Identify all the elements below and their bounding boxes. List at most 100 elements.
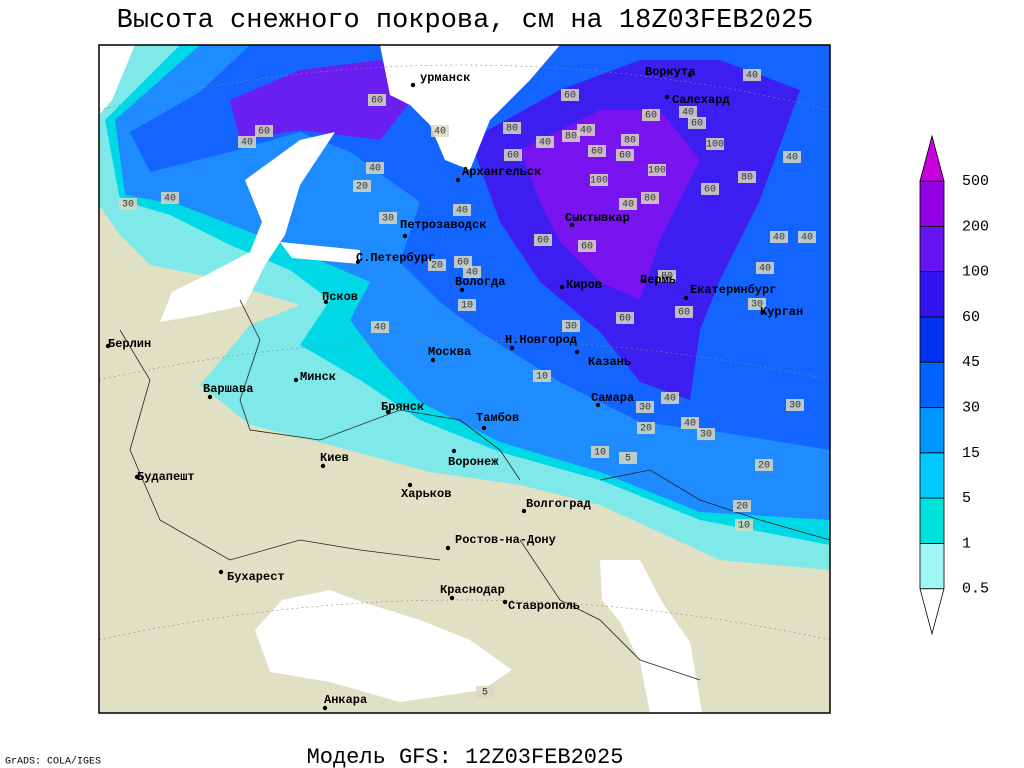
contour-label: 40 (746, 71, 758, 82)
sea (380, 45, 560, 170)
contour-label: 60 (619, 314, 631, 325)
contour-label: 10 (594, 448, 606, 459)
model-label: Модель GFS: 12Z03FEB2025 (307, 745, 624, 768)
contour-label: 40 (622, 200, 634, 211)
city-dot (385, 409, 391, 415)
contour-label: 20 (431, 261, 443, 272)
legend-label: 100 (962, 264, 989, 281)
city-dot (683, 295, 689, 301)
city-dot (521, 508, 527, 514)
contour-label: 40 (786, 153, 798, 164)
contour-label-bg (641, 192, 659, 204)
contour-label-bg (675, 306, 693, 318)
contour-label-bg (353, 180, 371, 192)
city-dot (218, 569, 224, 575)
contour-label: 60 (691, 119, 703, 130)
contour-label-bg (561, 89, 579, 101)
contour-label-bg (661, 392, 679, 404)
contour-label-bg (504, 149, 522, 161)
contour-label-bg (453, 204, 471, 216)
borders (119, 299, 830, 681)
contour-label-bg (371, 321, 389, 333)
contour-label-bg (428, 259, 446, 271)
contour-label: 60 (591, 147, 603, 158)
contour-label: 20 (758, 461, 770, 472)
contour-label: 60 (619, 151, 631, 162)
map-frame (98, 44, 831, 714)
contour-label: 30 (382, 214, 394, 225)
contour-label-bg (619, 452, 637, 464)
city-dot (402, 233, 408, 239)
border-line (239, 299, 521, 481)
city-dot (502, 599, 508, 605)
city-label: Вологда (455, 275, 505, 289)
contour-label: 100 (706, 140, 724, 151)
contour-label-bg (679, 106, 697, 118)
contour-label-bg (770, 231, 788, 243)
city-label: Минск (300, 370, 336, 384)
legend-label: 45 (962, 354, 980, 371)
contour-label-bg (701, 183, 719, 195)
legend-label: 1 (962, 535, 971, 552)
contour-label: 40 (374, 323, 386, 334)
contour-label: 60 (581, 242, 593, 253)
contour-label-bg (476, 686, 494, 698)
contour-label: 100 (590, 176, 608, 187)
contour-label: 60 (258, 127, 270, 138)
contour-label-bg (379, 212, 397, 224)
city-dot (760, 309, 766, 315)
contour-label-bg (681, 417, 699, 429)
city-label: Анкара (324, 693, 367, 707)
legend-swatch (919, 361, 945, 408)
city-dot (323, 299, 329, 305)
city-label: Салехард (672, 93, 730, 107)
contour-label-bg (616, 149, 634, 161)
contour-label-bg (119, 198, 137, 210)
legend-label: 0.5 (962, 581, 989, 598)
city-dot (293, 377, 299, 383)
legend-swatch (919, 316, 945, 363)
contour-label: 30 (751, 300, 763, 311)
contour-label-bg (577, 124, 595, 136)
legend-swatch (919, 543, 945, 590)
legend-swatch (919, 271, 945, 318)
city-label: Екатеринбург (690, 282, 776, 297)
contour-label: 40 (773, 233, 785, 244)
city-dot (687, 72, 693, 78)
contour-label-bg (637, 422, 655, 434)
graticule-line (99, 339, 830, 381)
graticule (99, 64, 830, 641)
contour-label-bg (368, 94, 386, 106)
legend-arrow (919, 134, 945, 182)
city-label: Москва (428, 345, 471, 359)
city-label: Петрозаводск (400, 218, 486, 232)
city-label: Псков (322, 290, 358, 304)
contour-label: 30 (122, 200, 134, 211)
city-dot (134, 474, 140, 480)
contour-label: 60 (457, 258, 469, 269)
contour-label-bg (648, 164, 666, 176)
legend-swatch (919, 407, 945, 454)
city-label: Варшава (203, 382, 253, 396)
contour-label: 40 (801, 233, 813, 244)
contour-label-bg (798, 231, 816, 243)
contour-label-bg (591, 446, 609, 458)
contour-label-bg (697, 428, 715, 440)
city-label: Тамбов (476, 410, 519, 425)
contour-label: 20 (356, 182, 368, 193)
contour-label-bg (463, 266, 481, 278)
contour-label: 60 (678, 308, 690, 319)
contour-label-bg (733, 500, 751, 512)
legend-label: 15 (962, 445, 980, 462)
contour-label: 60 (507, 151, 519, 162)
city-dot (559, 284, 565, 290)
contour-label-bg (688, 117, 706, 129)
contour-label-bg (738, 171, 756, 183)
city-label: Киров (566, 278, 602, 292)
city-label: Воркута (645, 65, 695, 79)
city-dot (445, 545, 451, 551)
contour-label-bg (536, 136, 554, 148)
contour-label-bg (533, 370, 551, 382)
